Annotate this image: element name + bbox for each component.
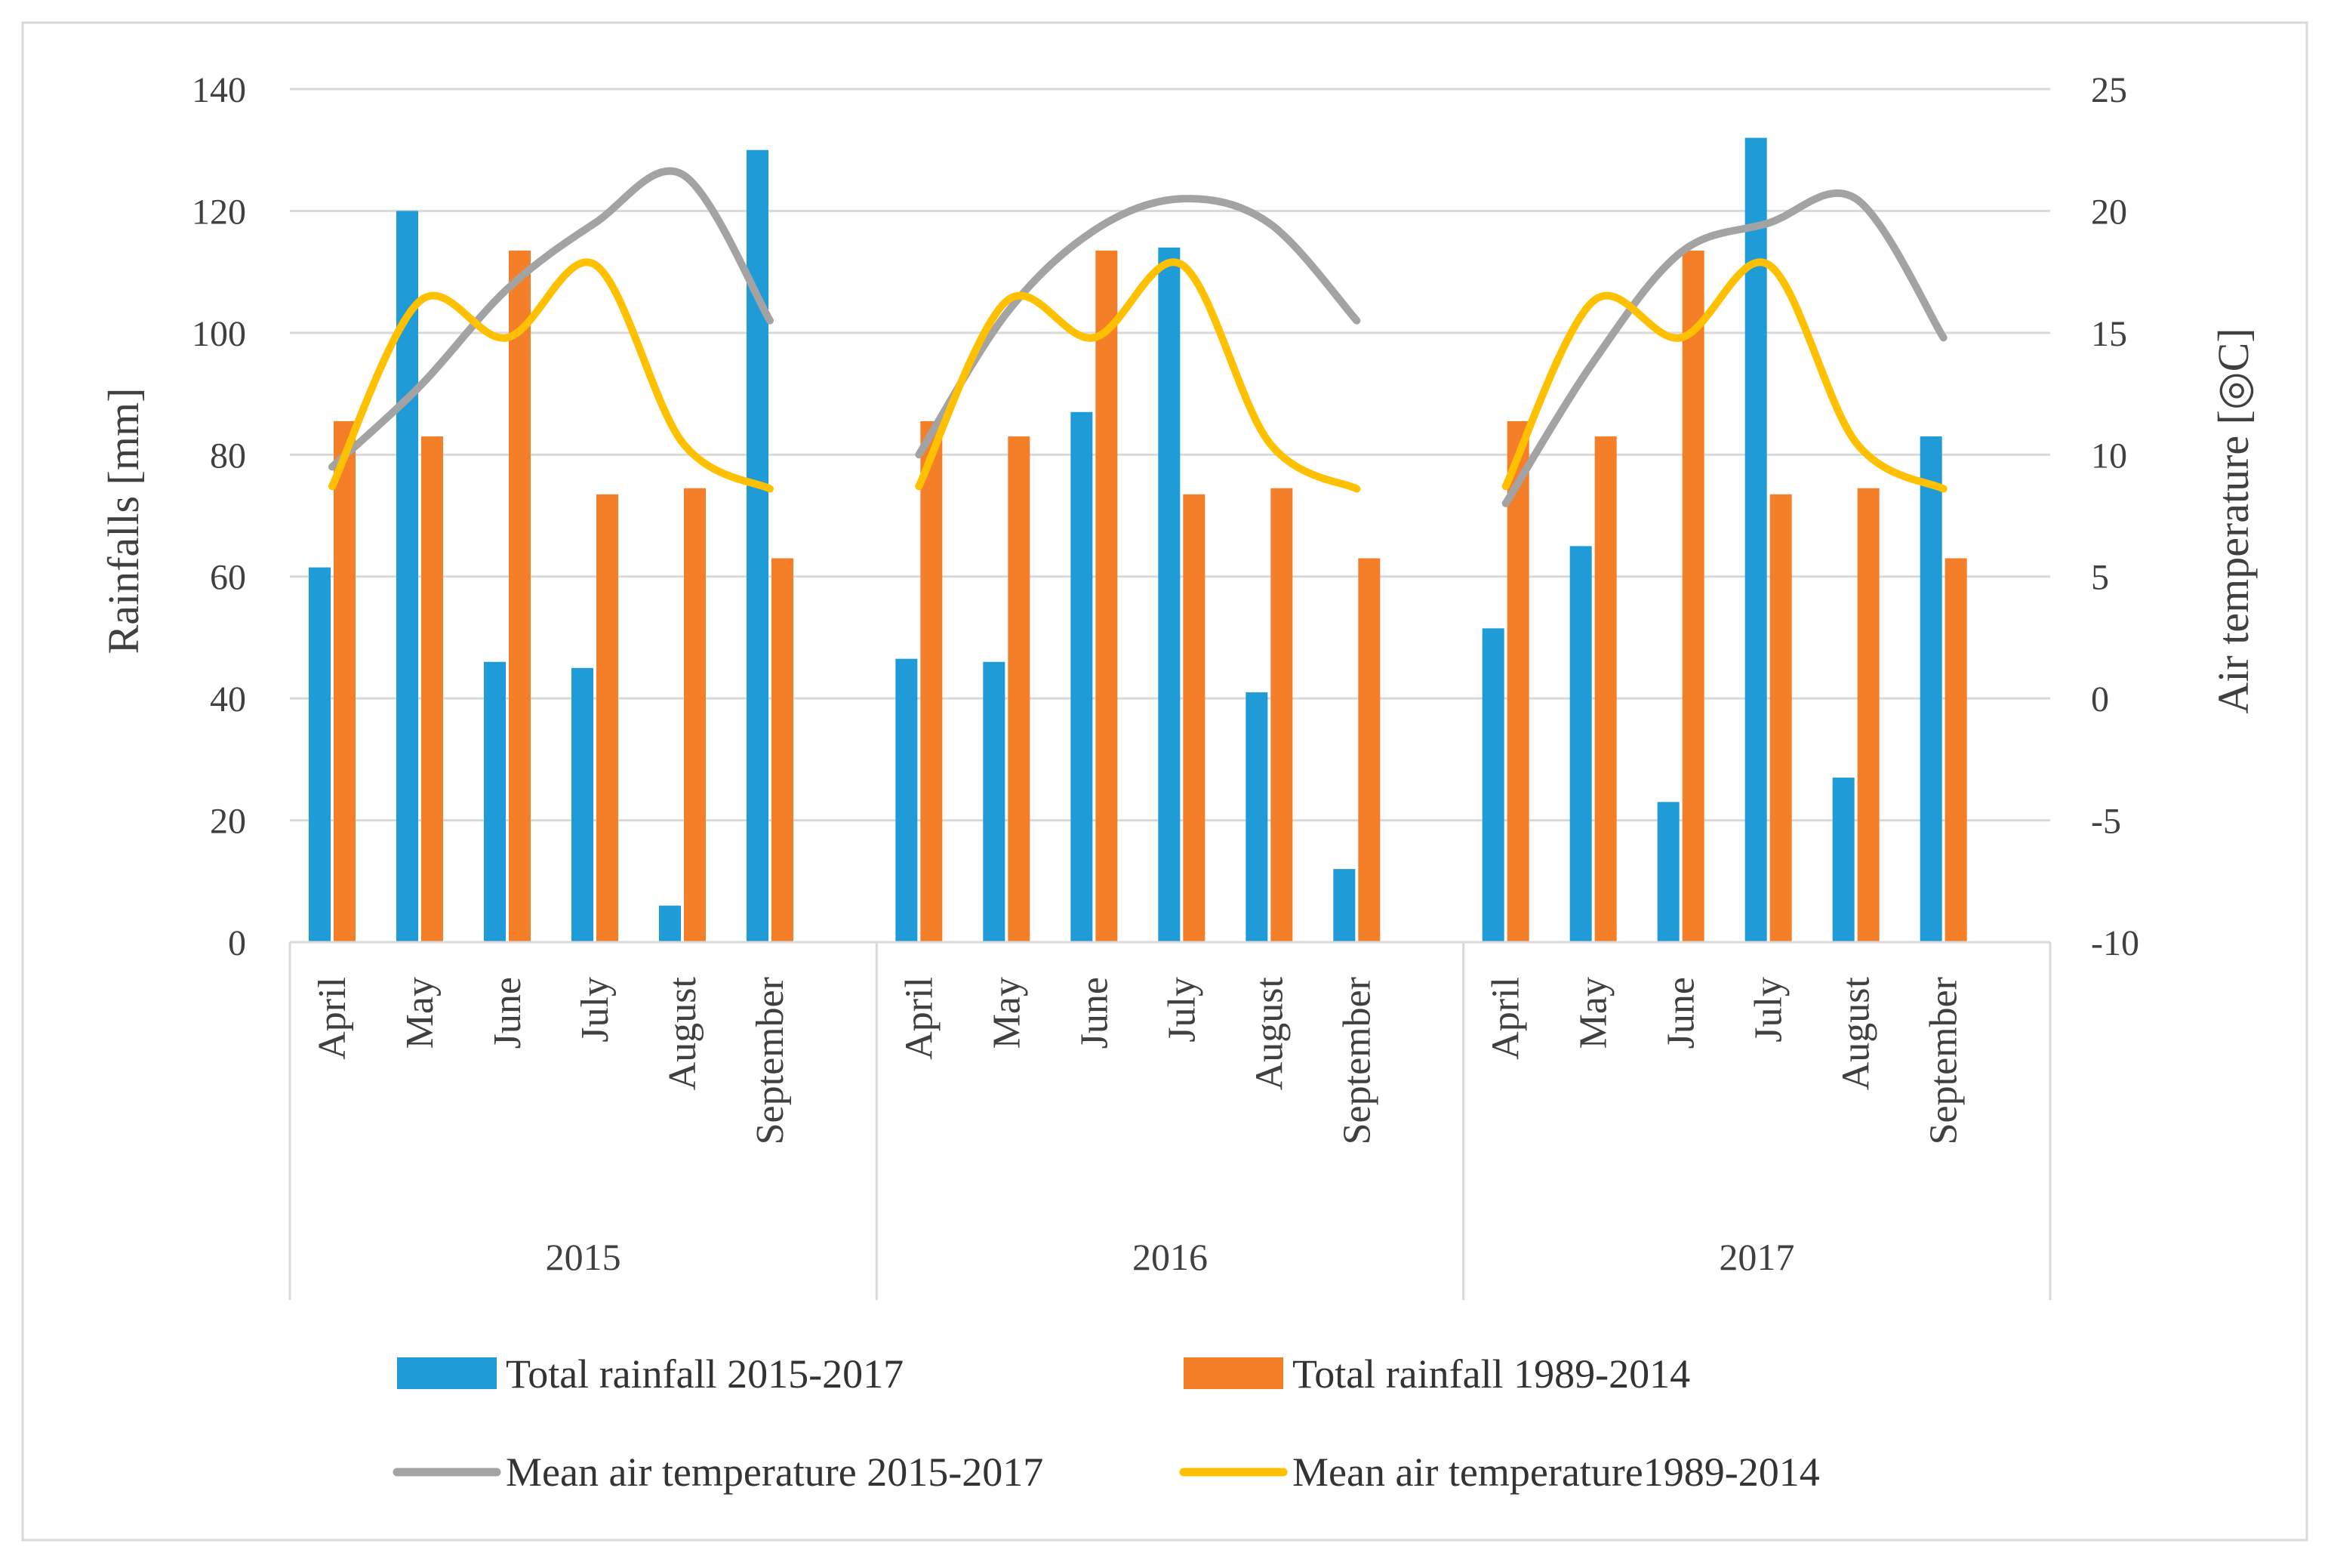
left-tick-label: 140 [192,70,246,110]
right-tick-label: -10 [2091,923,2139,963]
bar-rainfall-1989-2014 [1594,436,1617,942]
month-label: July [1160,977,1203,1043]
left-tick-label: 100 [192,314,246,354]
bar-rainfall-1989-2014 [771,558,793,942]
right-tick-label: 25 [2091,70,2127,110]
bar-rainfall-2015-2017 [1333,869,1356,942]
month-label: September [749,977,792,1144]
bar-rainfall-1989-2014 [1945,558,1967,942]
bar-rainfall-2015-2017 [747,149,768,943]
legend: Total rainfall 2015-2017 Total rainfall … [393,1351,1820,1495]
legend-label-rainfall-2015-2017: Total rainfall 2015-2017 [506,1351,904,1397]
bar-rainfall-2015-2017 [1569,546,1592,942]
left-axis-title: Rainfalls [mm] [99,388,148,655]
right-tick-label: 15 [2091,314,2127,354]
category-axis: April May June July August September 2015 April… [311,976,1966,1278]
line-temp-1989-2014 [328,258,774,493]
bar-rainfall-2015-2017 [659,905,681,942]
bar-rainfall-1989-2014 [1682,250,1704,943]
bar-rainfall-1989-2014 [1507,420,1529,942]
year-label: 2016 [1132,1236,1208,1278]
bar-rainfall-2015-2017 [983,661,1005,942]
month-label: May [1572,977,1615,1049]
legend-label-temp-1989-2014: Mean air temperature1989-2014 [1292,1449,1820,1495]
month-label: June [486,977,529,1049]
bar-rainfall-1989-2014 [1095,250,1118,943]
month-label: May [399,977,442,1049]
bars [309,137,1967,943]
month-label: June [1073,977,1116,1049]
month-label: July [574,977,617,1043]
left-tick-label: 20 [210,802,246,842]
bar-rainfall-2015-2017 [1482,628,1504,942]
month-label: July [1747,977,1791,1043]
right-tick-label: 5 [2091,558,2109,598]
month-label: September [1335,977,1378,1144]
month-label: May [985,977,1028,1049]
bar-rainfall-1989-2014 [334,420,356,942]
right-axis-title: Air temperature [◎C] [2209,328,2258,713]
bar-rainfall-2015-2017 [895,658,918,942]
bar-rainfall-1989-2014 [1769,494,1792,942]
month-label: April [1485,977,1528,1060]
legend-label-rainfall-1989-2014: Total rainfall 1989-2014 [1292,1351,1690,1397]
year-label: 2015 [546,1236,621,1278]
left-tick-label: 0 [228,923,246,963]
bar-rainfall-1989-2014 [1857,488,1880,942]
right-axis-ticks: -10 -5 0 5 10 15 20 25 [2091,70,2139,963]
left-tick-label: 80 [210,436,246,476]
line-temp-2015-2017 [328,167,774,471]
left-tick-label: 60 [210,558,246,598]
year-label: 2017 [1719,1236,1794,1278]
lines [328,167,1948,507]
legend-swatch-rainfall-1989-2014 [1184,1357,1283,1389]
right-tick-label: 0 [2091,679,2109,719]
bar-rainfall-1989-2014 [1183,494,1206,942]
bar-rainfall-2015-2017 [1832,778,1855,942]
axes [288,941,2052,1300]
line-temp-2015-2017 [915,195,1361,459]
month-label: August [1248,976,1291,1090]
month-label: April [311,977,354,1060]
bar-rainfall-1989-2014 [509,250,531,943]
month-label: April [898,977,941,1060]
bar-rainfall-2015-2017 [1158,247,1181,942]
month-label: September [1923,977,1966,1144]
month-label: August [1835,976,1878,1090]
bar-rainfall-2015-2017 [309,567,331,942]
bar-rainfall-2015-2017 [1657,802,1680,942]
bar-rainfall-2015-2017 [1920,436,1942,942]
bar-rainfall-2015-2017 [1070,411,1093,942]
right-tick-label: 10 [2091,436,2127,476]
left-axis-ticks: 0 20 40 60 80 100 120 140 [192,70,246,963]
bar-rainfall-1989-2014 [1358,558,1381,942]
right-tick-label: -5 [2091,802,2121,842]
bar-rainfall-2015-2017 [1246,692,1268,942]
legend-label-temp-2015-2017: Mean air temperature 2015-2017 [506,1449,1043,1495]
bar-rainfall-1989-2014 [596,494,618,942]
bar-rainfall-1989-2014 [1008,436,1030,942]
left-tick-label: 40 [210,679,246,719]
bar-rainfall-1989-2014 [421,436,443,942]
bar-rainfall-2015-2017 [484,661,506,942]
line-temp-1989-2014 [915,258,1361,493]
right-tick-label: 20 [2091,192,2127,232]
month-label: June [1660,977,1703,1049]
left-tick-label: 120 [192,192,246,232]
bar-rainfall-2015-2017 [1744,137,1767,943]
bar-rainfall-1989-2014 [920,420,943,942]
bar-rainfall-1989-2014 [684,488,706,942]
month-label: August [661,976,704,1090]
legend-swatch-rainfall-2015-2017 [397,1357,497,1389]
line-temp-1989-2014 [1501,258,1948,493]
line-temp-2015-2017 [1501,189,1948,507]
bar-rainfall-1989-2014 [1270,488,1293,942]
bar-rainfall-2015-2017 [571,667,593,942]
